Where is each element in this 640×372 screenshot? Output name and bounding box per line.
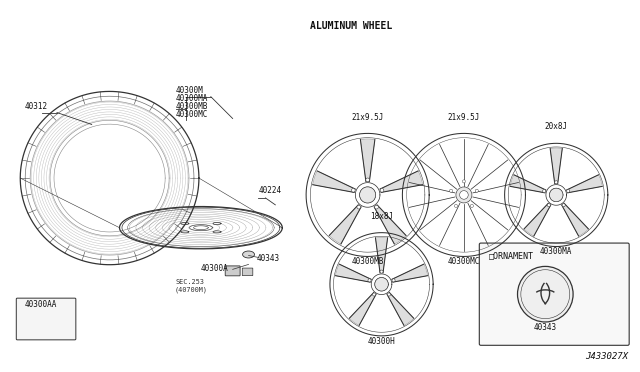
Polygon shape [562, 203, 589, 236]
Circle shape [357, 205, 360, 209]
Circle shape [380, 189, 384, 192]
Polygon shape [392, 264, 428, 282]
Text: ALUMINUM WHEEL: ALUMINUM WHEEL [310, 21, 392, 31]
Text: 40300MA: 40300MA [540, 247, 572, 256]
Polygon shape [380, 171, 422, 192]
Circle shape [387, 293, 390, 296]
Text: 40300MC: 40300MC [176, 109, 209, 119]
FancyBboxPatch shape [16, 298, 76, 340]
Circle shape [547, 203, 550, 207]
Text: 40300AA: 40300AA [24, 300, 56, 309]
Polygon shape [349, 292, 376, 326]
Text: 40343: 40343 [534, 323, 557, 332]
Circle shape [360, 187, 376, 203]
Circle shape [460, 190, 468, 199]
Circle shape [476, 189, 478, 192]
Circle shape [543, 189, 546, 193]
Text: SEC.253: SEC.253 [175, 279, 204, 285]
Text: 40300M: 40300M [176, 86, 204, 95]
Text: J433027X: J433027X [585, 352, 628, 361]
Circle shape [368, 279, 371, 282]
Text: 21x9.5J: 21x9.5J [448, 112, 480, 122]
Circle shape [550, 188, 563, 202]
Circle shape [462, 180, 465, 183]
Polygon shape [329, 205, 361, 244]
Circle shape [449, 189, 452, 192]
Text: 40300MB: 40300MB [351, 257, 384, 266]
Text: 21x9.5J: 21x9.5J [351, 112, 384, 122]
FancyBboxPatch shape [479, 243, 629, 345]
Text: 40300H: 40300H [367, 337, 396, 346]
Circle shape [518, 266, 573, 322]
Polygon shape [566, 175, 602, 193]
Circle shape [366, 178, 369, 182]
Ellipse shape [243, 251, 255, 258]
Text: □ORNAMENT: □ORNAMENT [489, 251, 534, 260]
Circle shape [372, 293, 376, 296]
Polygon shape [387, 292, 414, 326]
Text: 40300MB: 40300MB [176, 102, 209, 110]
Polygon shape [550, 148, 563, 184]
Circle shape [555, 181, 558, 184]
Polygon shape [524, 203, 551, 236]
Polygon shape [312, 171, 355, 192]
Text: 40224: 40224 [259, 186, 282, 195]
Polygon shape [510, 175, 546, 193]
Circle shape [374, 205, 378, 209]
Circle shape [562, 203, 565, 207]
Circle shape [454, 204, 458, 208]
Text: 40343: 40343 [257, 254, 280, 263]
Text: (40700M): (40700M) [175, 286, 208, 293]
Polygon shape [335, 264, 371, 282]
Text: 40300MC: 40300MC [448, 257, 480, 266]
Circle shape [470, 204, 474, 208]
Circle shape [392, 279, 395, 282]
Text: 40300A: 40300A [201, 264, 228, 273]
Polygon shape [374, 205, 406, 244]
Circle shape [456, 187, 472, 203]
Polygon shape [376, 237, 388, 273]
Text: 40312: 40312 [24, 102, 47, 110]
Circle shape [380, 270, 383, 273]
Circle shape [375, 278, 388, 291]
Circle shape [566, 189, 570, 193]
Text: 18x8J: 18x8J [370, 212, 393, 221]
Polygon shape [360, 139, 375, 182]
Text: 20x8J: 20x8J [545, 122, 568, 131]
FancyBboxPatch shape [243, 268, 253, 276]
FancyBboxPatch shape [225, 266, 240, 276]
Text: 40300MA: 40300MA [176, 94, 209, 103]
Circle shape [351, 189, 355, 192]
